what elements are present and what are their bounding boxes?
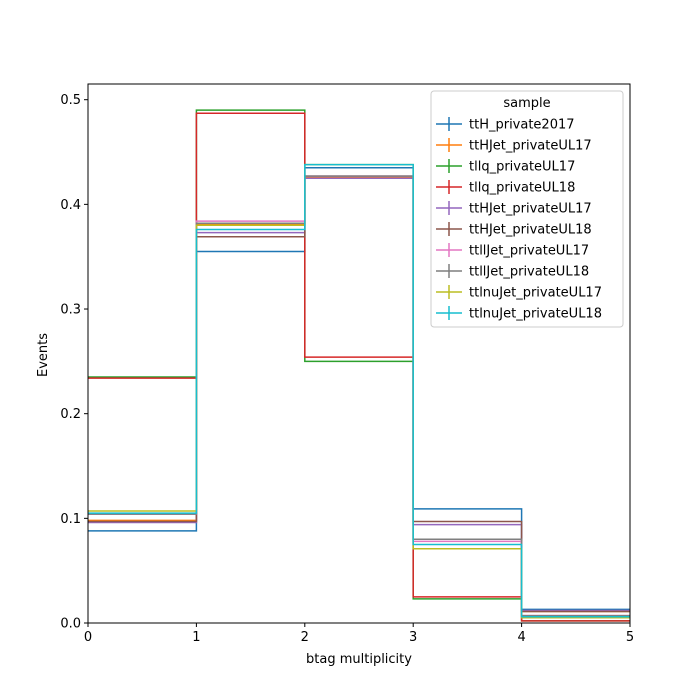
legend-title: sample <box>503 96 550 111</box>
legend-label: ttHJet_privateUL17 <box>469 139 592 154</box>
y-axis-label: Events <box>36 333 51 377</box>
y-tick-label: 0.4 <box>60 198 81 213</box>
y-tick-label: 0.3 <box>60 303 81 318</box>
legend-label: ttH_private2017 <box>469 118 575 133</box>
legend-label: ttlnuJet_privateUL18 <box>469 307 602 322</box>
legend-label: tllq_privateUL17 <box>469 160 575 175</box>
y-tick-label: 0.2 <box>60 407 81 422</box>
series-line-9 <box>88 163 630 618</box>
x-tick-label: 1 <box>192 630 200 645</box>
x-axis: 0 1 2 3 4 5 <box>84 623 634 645</box>
legend-label: ttHJet_privateUL17 <box>469 202 592 217</box>
legend-label: tllq_privateUL18 <box>469 181 575 196</box>
x-axis-label: btag multiplicity <box>306 652 412 667</box>
legend-frame <box>430 90 624 328</box>
legend-label: ttlnuJet_privateUL17 <box>469 286 602 301</box>
plot-frame <box>87 83 631 624</box>
legend-label: ttllJet_privateUL18 <box>469 265 589 280</box>
y-tick-label: 0.0 <box>60 617 81 632</box>
legend: sample ttH_private2017 ttHJet_privateUL17… <box>430 90 624 328</box>
legend-label: ttHJet_privateUL18 <box>469 223 592 238</box>
legend-entries: ttH_private2017 ttHJet_privateUL17 tllq_pr… <box>436 117 602 322</box>
y-tick-label: 0.1 <box>60 512 81 527</box>
y-axis: 0.0 0.1 0.2 0.3 0.4 0.5 <box>60 93 88 632</box>
x-tick-label: 2 <box>301 630 309 645</box>
series-layer <box>88 109 630 622</box>
x-tick-label: 3 <box>409 630 417 645</box>
x-tick-label: 5 <box>626 630 634 645</box>
x-tick-label: 4 <box>517 630 525 645</box>
y-tick-label: 0.5 <box>60 93 81 108</box>
legend-label: ttllJet_privateUL17 <box>469 244 589 259</box>
x-tick-label: 0 <box>84 630 92 645</box>
